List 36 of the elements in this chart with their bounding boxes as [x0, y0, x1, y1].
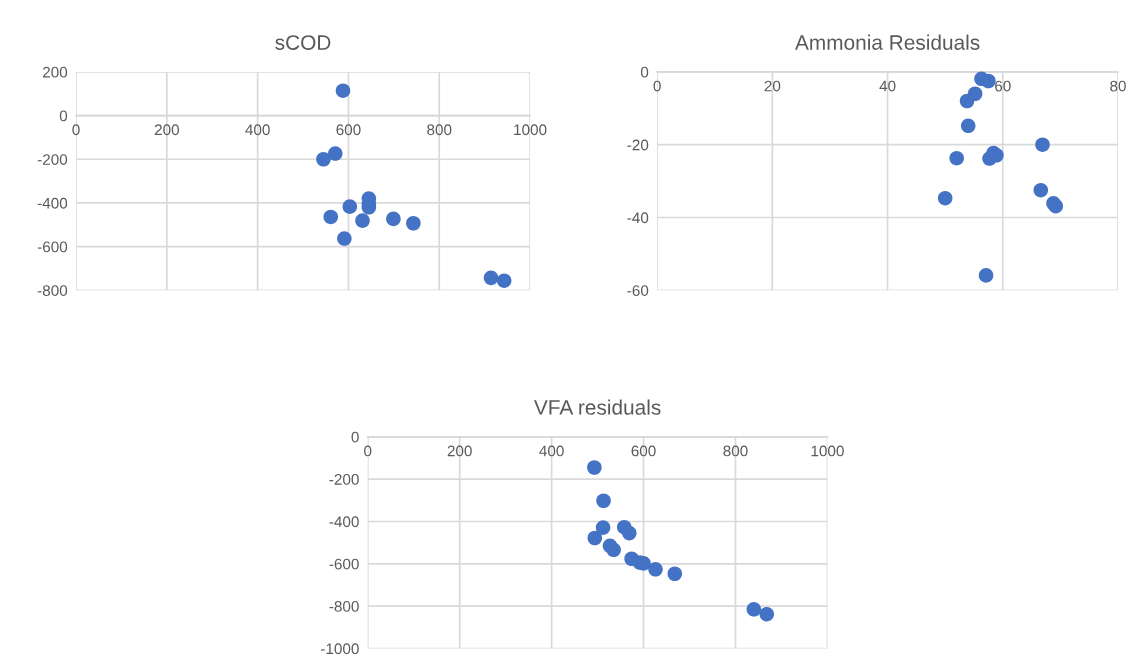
x-tick-label: 400 [245, 124, 270, 136]
x-tick-label: 200 [154, 124, 179, 136]
chart-title: VFA residuals [533, 399, 661, 415]
y-tick-label: -60 [627, 285, 649, 296]
x-tick-label: 800 [427, 124, 452, 136]
y-tick-label: -800 [37, 285, 68, 296]
x-tick-label: 0 [72, 124, 80, 136]
y-tick-label: -200 [37, 154, 68, 165]
y-tick-label: -200 [329, 474, 359, 485]
y-tick-label: -40 [627, 212, 649, 224]
y-tick-label: -600 [329, 558, 359, 570]
x-tick-label: 20 [764, 80, 781, 92]
y-tick-label: -800 [329, 601, 359, 612]
x-tick-label: 80 [1110, 80, 1126, 92]
x-tick-label: 0 [364, 445, 372, 457]
x-tick-label: 1000 [514, 124, 547, 136]
y-tick-label: 200 [42, 66, 68, 78]
y-tick-label: -600 [37, 241, 68, 253]
y-tick-label: -1000 [321, 643, 359, 655]
chart-title: Ammonia Residuals [794, 34, 980, 50]
y-tick-label: -400 [329, 516, 359, 528]
x-tick-label: 200 [447, 445, 472, 457]
x-tick-label: 600 [631, 445, 656, 457]
y-tick-label: 0 [351, 431, 359, 443]
x-tick-label: 800 [723, 445, 748, 457]
x-tick-label: 1000 [811, 445, 844, 457]
chart-title: sCOD [275, 35, 331, 50]
x-tick-label: 0 [653, 80, 661, 92]
x-tick-label: 60 [995, 80, 1011, 92]
x-tick-label: 40 [879, 80, 896, 92]
y-tick-label: 0 [59, 110, 68, 122]
y-tick-label: -20 [627, 139, 649, 151]
x-tick-label: 600 [336, 124, 361, 136]
y-tick-label: 0 [640, 66, 649, 78]
x-tick-label: 400 [539, 445, 564, 457]
y-tick-label: -400 [37, 197, 68, 209]
